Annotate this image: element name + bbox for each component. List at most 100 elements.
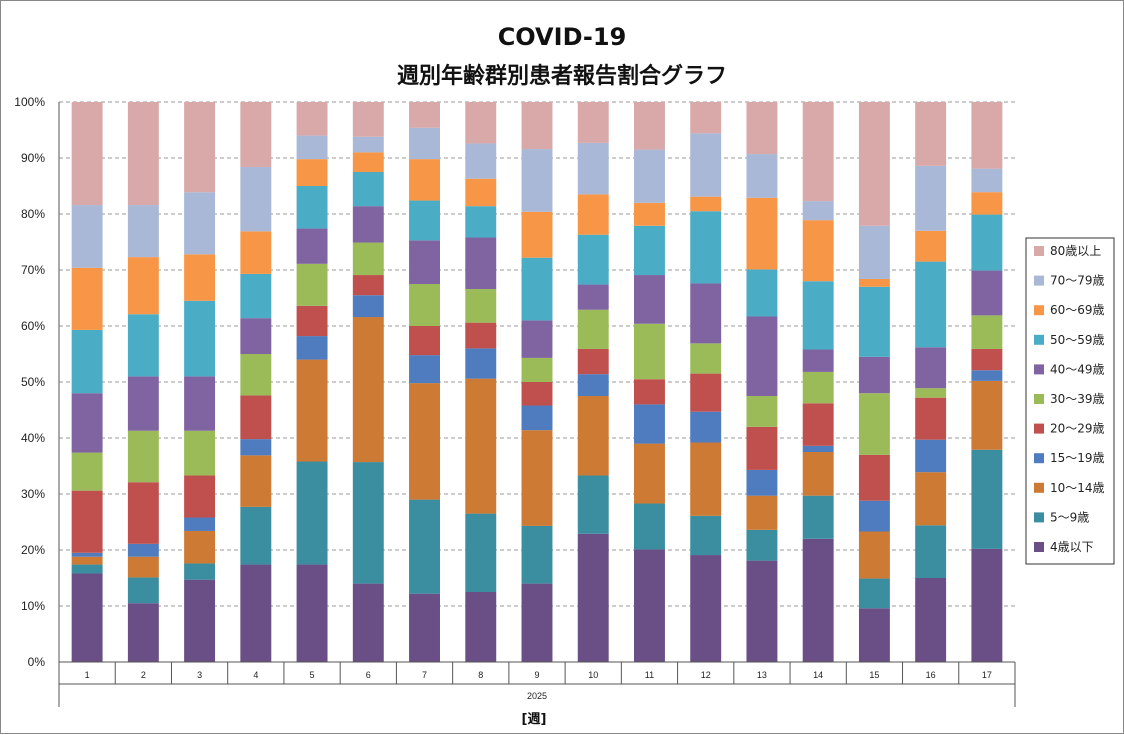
bar-segment: [858, 454, 890, 501]
bar-segment: [634, 102, 665, 150]
bar-segment: [352, 583, 384, 662]
bar-segment: [127, 577, 159, 604]
bar-segment: [802, 220, 834, 282]
x-tick-label: 15: [869, 670, 879, 680]
x-tick-label: 9: [534, 670, 539, 680]
bar-segment: [971, 192, 1003, 215]
bar-segment: [746, 102, 778, 155]
bar-segment: [915, 397, 947, 440]
legend-label: 20～29歳: [1050, 422, 1105, 436]
x-tick-label: 4: [253, 670, 258, 680]
y-tick-label: 10%: [21, 599, 45, 613]
bar-segment: [71, 490, 103, 553]
legend-swatch: [1034, 334, 1044, 345]
bar-segment: [127, 102, 159, 206]
bar-segment: [296, 135, 328, 160]
bar-segment: [184, 300, 216, 377]
bar-segment: [746, 426, 778, 470]
bar-segment: [465, 592, 497, 662]
bar-segment: [971, 449, 1003, 549]
year-label: 2025: [527, 691, 547, 701]
bar-segment: [71, 556, 103, 565]
bar-segment: [127, 556, 159, 578]
y-tick-label: 100%: [14, 95, 45, 109]
bar-segment: [915, 165, 947, 231]
x-tick-label: 5: [310, 670, 315, 680]
bar-segment: [634, 149, 665, 203]
bar-segment: [409, 326, 440, 356]
bar-segment: [521, 430, 553, 526]
bar-segment: [577, 533, 609, 662]
bar-segment: [915, 472, 947, 526]
bar-segment: [521, 583, 553, 662]
x-tick-label: 11: [645, 670, 654, 680]
bar-segment: [858, 278, 890, 287]
bar-segment: [858, 393, 890, 455]
bar-segment: [127, 376, 159, 431]
bars: [71, 102, 1003, 662]
legend-swatch: [1034, 364, 1044, 375]
bar-segment: [184, 376, 216, 431]
legend-swatch: [1034, 305, 1044, 316]
bar-segment: [690, 133, 722, 197]
bar-segment: [127, 430, 159, 483]
bar-segment: [802, 349, 834, 372]
bar-segment: [184, 430, 216, 476]
x-tick-label: 14: [813, 670, 823, 680]
legend-swatch: [1034, 453, 1044, 464]
bar-segment: [802, 371, 834, 404]
y-tick-label: 80%: [21, 207, 45, 221]
bar-segment: [240, 273, 272, 319]
bar-segment: [352, 317, 384, 463]
bar-segment: [240, 564, 272, 662]
bar-segment: [296, 461, 328, 565]
bar-segment: [577, 142, 609, 195]
bar-segment: [465, 513, 497, 592]
bar-segment: [465, 322, 497, 349]
bar-segment: [971, 315, 1003, 349]
bar-segment: [690, 555, 722, 662]
bar-segment: [634, 503, 665, 550]
x-tick-label: 1: [85, 670, 90, 680]
bar-segment: [409, 102, 440, 128]
bar-segment: [71, 205, 103, 268]
x-tick-label: 13: [757, 670, 767, 680]
legend-label: 15～19歳: [1050, 451, 1105, 465]
bar-segment: [858, 578, 890, 609]
legend-swatch: [1034, 394, 1044, 404]
bar-segment: [690, 373, 722, 412]
bar-segment: [915, 439, 947, 473]
bar-segment: [296, 159, 328, 186]
bar-segment: [465, 102, 497, 144]
bar-segment: [858, 608, 890, 662]
bar-segment: [634, 379, 665, 405]
bar-segment: [352, 462, 384, 584]
x-tick-label: 3: [197, 670, 202, 680]
legend-label: 40～49歳: [1050, 362, 1105, 376]
bar-segment: [409, 284, 440, 326]
bar-segment: [352, 152, 384, 172]
bar-segment: [690, 283, 722, 344]
y-tick-label: 20%: [21, 543, 45, 557]
legend-swatch: [1034, 246, 1044, 256]
bar-segment: [240, 166, 272, 232]
bar-segment: [746, 269, 778, 317]
bar-segment: [465, 348, 497, 379]
bar-segment: [409, 240, 440, 284]
bar-segment: [577, 284, 609, 310]
legend-swatch: [1034, 542, 1044, 552]
bar-segment: [521, 149, 553, 212]
bar-segment: [634, 443, 665, 504]
bar-segment: [409, 127, 440, 160]
bar-segment: [971, 370, 1003, 381]
y-tick-label: 90%: [21, 151, 45, 165]
x-axis-title: [週]: [522, 712, 547, 727]
bar-segment: [240, 506, 272, 565]
bar-segment: [296, 263, 328, 306]
legend-swatch: [1034, 482, 1044, 493]
legend-label: 10～14歳: [1050, 481, 1105, 495]
bar-segment: [915, 347, 947, 389]
bar-segment: [858, 500, 890, 532]
x-tick-label: 17: [982, 670, 992, 680]
bar-segment: [746, 154, 778, 198]
